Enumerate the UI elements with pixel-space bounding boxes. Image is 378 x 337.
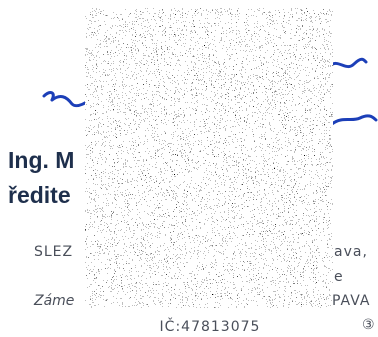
- signature-stroke: [42, 91, 92, 108]
- stamp-text: e: [334, 269, 344, 285]
- stamp-text: Záme: [33, 293, 74, 309]
- stamp-text: SLEZ: [34, 244, 73, 260]
- signature-stroke: [330, 114, 378, 126]
- title-line: ředite: [8, 182, 71, 208]
- stamp-mark: ③: [362, 317, 376, 333]
- stamp-text: ava,: [334, 244, 368, 260]
- stamp-id: IČ:47813075: [160, 317, 261, 335]
- stamp-text: PAVA: [332, 293, 371, 309]
- name-line: Ing. M: [8, 147, 74, 173]
- redaction-noise: [85, 8, 333, 308]
- signature-stroke: [328, 57, 368, 69]
